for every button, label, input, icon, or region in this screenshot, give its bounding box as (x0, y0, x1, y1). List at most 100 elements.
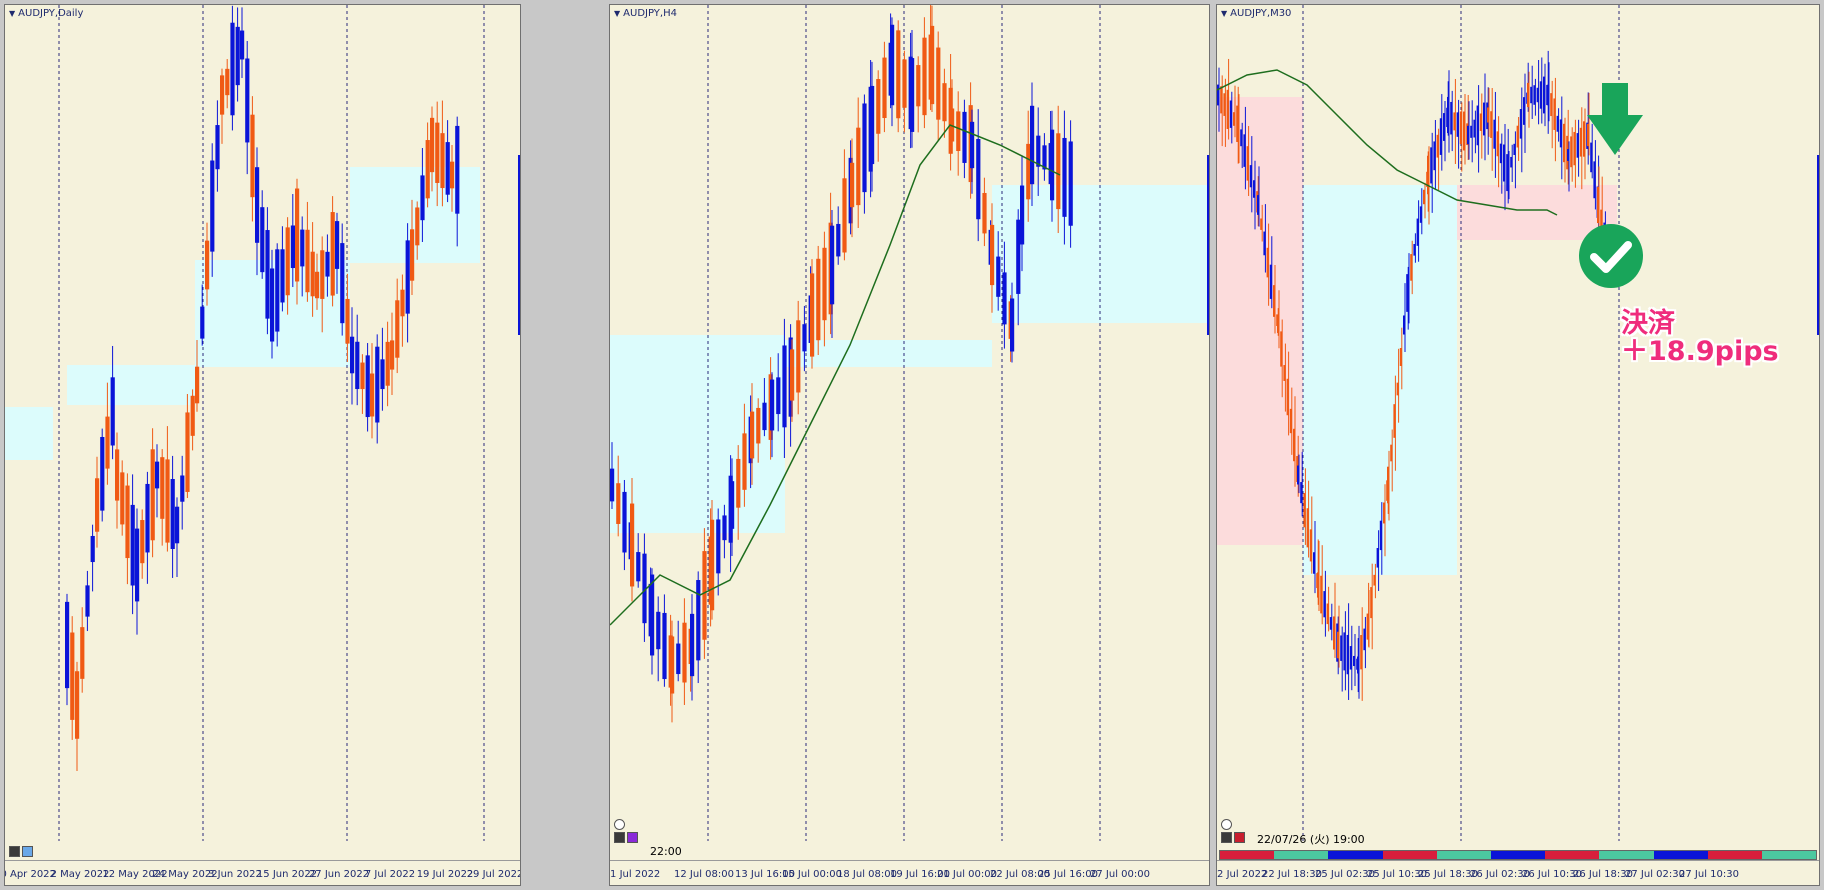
candle-body (1266, 247, 1269, 278)
candle-body (1439, 118, 1442, 155)
candle-body (1463, 111, 1466, 151)
candle-body (1493, 119, 1496, 149)
mode-icon[interactable] (1234, 832, 1245, 843)
candle-body (1260, 218, 1263, 230)
candle-body (1303, 493, 1306, 528)
candle-body (420, 175, 425, 221)
time-axis-label: 19 Jul 2022 (416, 869, 474, 880)
indicator-icon[interactable] (614, 819, 625, 830)
settings-icon[interactable] (614, 832, 625, 843)
candle-body (696, 580, 701, 661)
candle-body (1020, 185, 1025, 245)
candle-body (1583, 121, 1586, 157)
m30-plot[interactable] (1217, 5, 1820, 865)
candle-body (380, 359, 385, 390)
candle-body (150, 449, 155, 541)
candle-body (385, 341, 390, 386)
time-axis-label: 11 Jul 2022 (609, 869, 661, 880)
settings-icon[interactable] (1221, 832, 1232, 843)
candle-body (736, 458, 741, 508)
daily-plot[interactable] (5, 5, 521, 865)
candle-body (1233, 112, 1236, 126)
h4-plot[interactable] (610, 5, 1210, 865)
chart-corner-icons (614, 819, 638, 843)
menu-triangle-icon[interactable]: ▼ (614, 9, 621, 18)
strip-segment (1599, 851, 1654, 859)
candle-body (200, 306, 205, 339)
candle-body (910, 58, 915, 132)
time-axis-label: 25 Jul 16:00 (1038, 869, 1098, 880)
candle-body (1393, 404, 1396, 438)
candle-body (1062, 137, 1067, 217)
buy-zone (992, 310, 1115, 323)
candle-body (225, 68, 230, 96)
mode-icon[interactable] (627, 832, 638, 843)
candle-body (1570, 136, 1573, 168)
mode-icon[interactable] (22, 846, 33, 857)
candle-body (782, 345, 787, 428)
candle-body (1036, 135, 1041, 167)
strip-segment (1707, 851, 1762, 859)
candle-body (1289, 408, 1292, 434)
candle-body (410, 229, 415, 281)
candle-body (1246, 146, 1249, 181)
candle-body (180, 475, 185, 502)
candle-body (830, 225, 835, 305)
candle-body (450, 161, 455, 189)
candle-body (616, 483, 621, 524)
chart-panel-m30[interactable]: ▼ AUDJPY,M30 22/07/26 (火) 19:00 22 Jul 20… (1216, 4, 1820, 886)
candle-body (636, 552, 641, 582)
time-axis-label: 27 Jun 2022 (308, 869, 370, 880)
chart-title: ▼ AUDJPY,Daily (9, 8, 83, 19)
menu-triangle-icon[interactable]: ▼ (9, 9, 16, 18)
candle-body (105, 416, 110, 469)
candle-body (1283, 365, 1286, 381)
candle-body (175, 506, 180, 544)
candle-body (1320, 575, 1323, 614)
candle-body (300, 229, 305, 267)
candle-body (295, 188, 300, 282)
candle-body (435, 122, 440, 183)
candle-body (970, 121, 975, 169)
time-axis-label: 24 May 2022 (152, 869, 218, 880)
candle-body (1533, 85, 1536, 105)
candle-body (682, 622, 687, 683)
candle-body (1459, 111, 1462, 145)
chart-panel-h4[interactable]: ▼ AUDJPY,H4 22:00 11 Jul 2022 12 Jul 08:00… (609, 4, 1210, 886)
candle-body (1490, 111, 1493, 138)
candle-body (722, 515, 727, 541)
candle-body (842, 178, 847, 253)
buy-zone (992, 185, 1209, 323)
time-axis-label: 13 Jul 16:00 (735, 869, 795, 880)
settings-icon[interactable] (9, 846, 20, 857)
candle-body (1559, 119, 1562, 148)
menu-triangle-icon[interactable]: ▼ (1221, 9, 1228, 18)
candle-body (230, 22, 235, 116)
time-axis-label: 15 Jun 2022 (256, 869, 318, 880)
candle-body (115, 449, 120, 501)
candle-body (1413, 243, 1416, 256)
indicator-icon[interactable] (1221, 819, 1232, 830)
candle-body (1556, 115, 1559, 132)
candle-body (810, 273, 815, 357)
candle-body (622, 491, 627, 553)
annotation-pips: ＋18.9pips (1621, 336, 1779, 368)
candle-body (1273, 285, 1276, 317)
candle-body (1539, 81, 1542, 109)
candle-body (690, 613, 695, 677)
candle-body (165, 459, 170, 543)
candle-body (1467, 125, 1470, 145)
candle-body (1430, 147, 1433, 184)
candle-body (1403, 315, 1406, 335)
time-axis-label: 21 Jul 00:00 (937, 869, 997, 880)
candle-body (1337, 631, 1340, 659)
candle-body (415, 207, 420, 246)
candle-body (1407, 277, 1410, 293)
candle-body (120, 472, 125, 525)
time-axis-label: 22 Jul 08:00 (990, 869, 1050, 880)
candle-body (1590, 142, 1593, 173)
candle-body (630, 503, 635, 587)
candle-body (325, 251, 330, 277)
candle-body (922, 37, 927, 116)
